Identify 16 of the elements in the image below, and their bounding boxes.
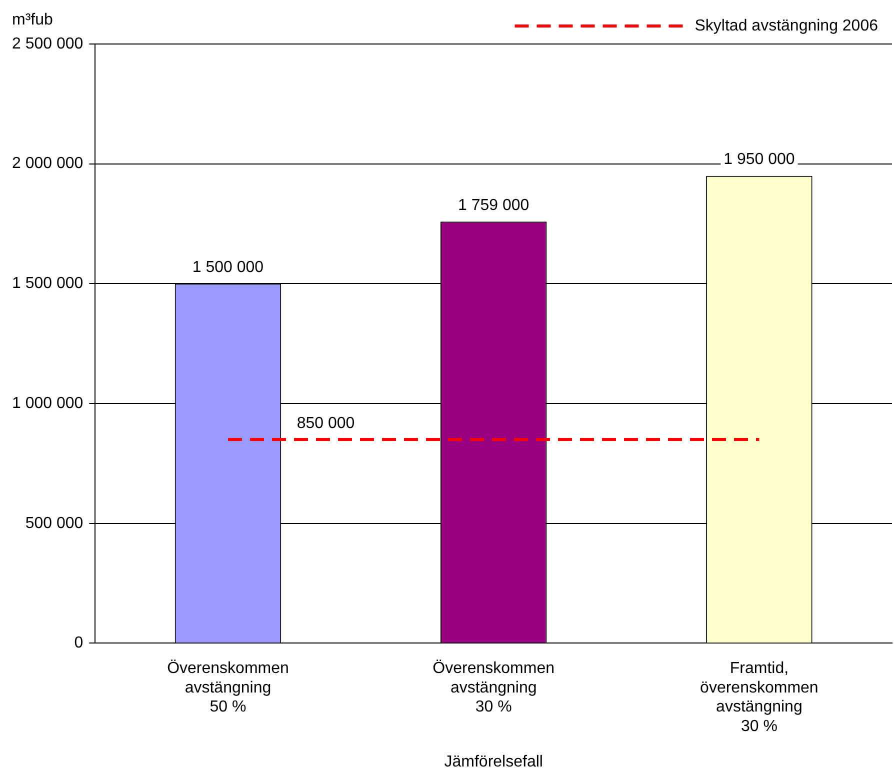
y-tick-label: 2 500 000 <box>12 35 84 52</box>
y-tick-label: 1 000 000 <box>12 394 84 412</box>
y-tick-label: 2 000 000 <box>12 155 84 172</box>
y-tick-label: 0 <box>74 634 84 652</box>
y-axis-title: m³fub <box>12 11 53 28</box>
x-axis-title: Jämförelsefall <box>444 753 543 770</box>
data-label: 1 500 000 <box>192 259 264 276</box>
annotation: 850 000 <box>296 414 355 432</box>
x-tick-label: Överenskommen avstängning 30 % <box>432 659 555 716</box>
y-tick-label: 500 000 <box>25 514 84 532</box>
x-tick-label: Överenskommen avstängning 50 % <box>167 659 289 716</box>
data-label: 1 759 000 <box>458 197 530 214</box>
text: Skyltad avstängning 2006 <box>694 17 878 34</box>
y-tick-label: 1 500 000 <box>12 275 84 292</box>
x-tick-label: Framtid, överenskommen avstängning 30 % <box>700 660 818 735</box>
data-label: 1 950 000 <box>724 151 795 168</box>
